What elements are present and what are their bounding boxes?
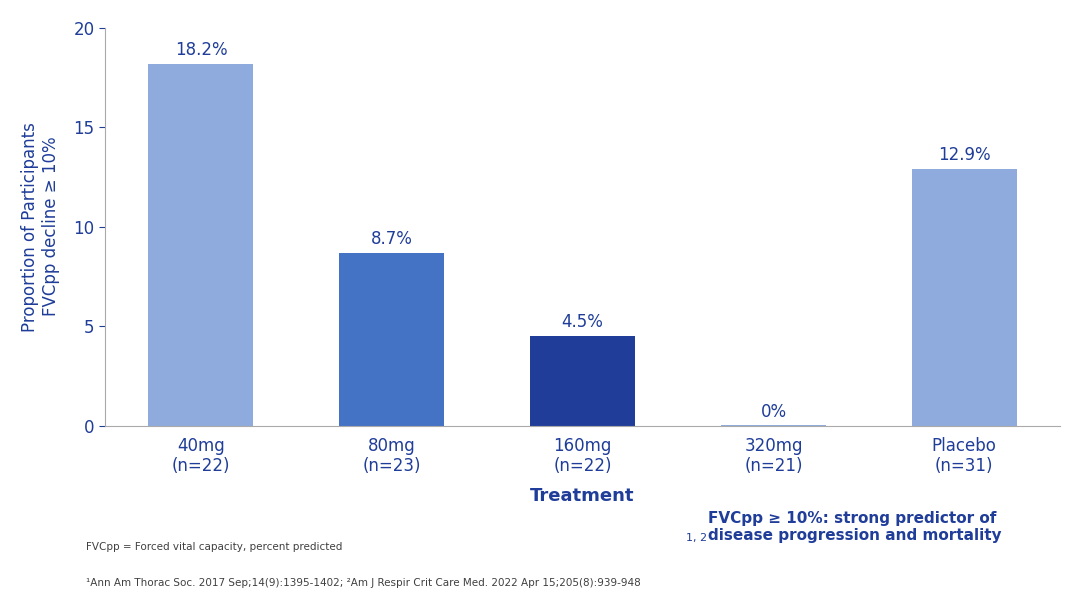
Text: 8.7%: 8.7% — [371, 230, 413, 248]
Bar — [339, 253, 444, 426]
Text: 1, 2: 1, 2 — [686, 533, 711, 543]
Text: 12.9%: 12.9% — [938, 146, 990, 164]
Bar — [721, 424, 826, 426]
Y-axis label: Proportion of Participants
FVCpp decline ≥ 10%: Proportion of Participants FVCpp decline… — [21, 122, 59, 331]
X-axis label: Treatment: Treatment — [531, 487, 635, 504]
Text: FVCpp = Forced vital capacity, percent predicted: FVCpp = Forced vital capacity, percent p… — [86, 542, 343, 552]
Text: 4.5%: 4.5% — [562, 313, 603, 331]
Bar — [911, 169, 1017, 426]
Bar — [148, 64, 253, 426]
Text: ¹Ann Am Thorac Soc. 2017 Sep;14(9):1395-1402; ²Am J Respir Crit Care Med. 2022 A: ¹Ann Am Thorac Soc. 2017 Sep;14(9):1395-… — [86, 578, 641, 588]
Text: FVCpp ≥ 10%: strong predictor of
disease progression and mortality: FVCpp ≥ 10%: strong predictor of disease… — [708, 511, 1002, 543]
Text: 18.2%: 18.2% — [175, 41, 227, 59]
Text: 0%: 0% — [760, 402, 787, 420]
Bar — [530, 336, 636, 426]
